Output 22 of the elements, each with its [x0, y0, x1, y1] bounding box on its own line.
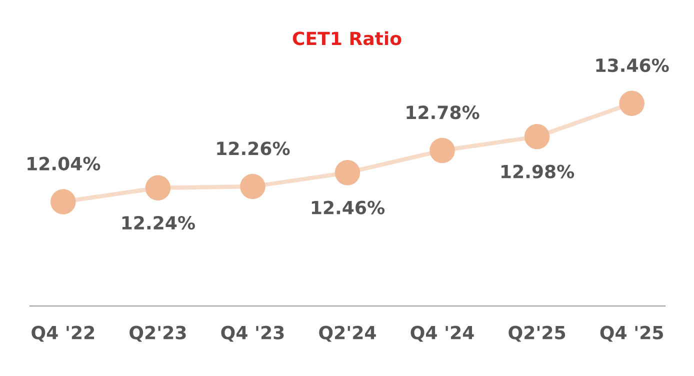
x-tick-label: Q2'24 — [319, 326, 376, 342]
data-label: 12.78% — [406, 106, 480, 120]
point — [619, 90, 644, 116]
data-label: 12.26% — [217, 142, 290, 156]
x-tick-label: Q2'23 — [130, 326, 186, 342]
data-label: 12.98% — [501, 164, 574, 178]
x-tick-label: Q4 '22 — [32, 326, 94, 342]
x-tick-label: Q2'25 — [508, 326, 566, 342]
data-label: 12.04% — [28, 156, 100, 170]
point — [334, 160, 360, 186]
point — [50, 189, 76, 214]
x-tick-label: Q4 '24 — [410, 326, 474, 342]
x-tick-label: Q4 '25 — [600, 326, 663, 342]
chart-title: CET1 Ratio — [292, 31, 402, 46]
data-label: 13.46% — [596, 58, 669, 72]
data-label: 12.46% — [312, 200, 385, 214]
point — [240, 174, 266, 200]
x-tick-label: Q4 '23 — [221, 326, 284, 342]
data-label: 12.24% — [122, 216, 195, 230]
point — [145, 175, 171, 200]
point — [430, 138, 455, 164]
point — [524, 124, 550, 150]
